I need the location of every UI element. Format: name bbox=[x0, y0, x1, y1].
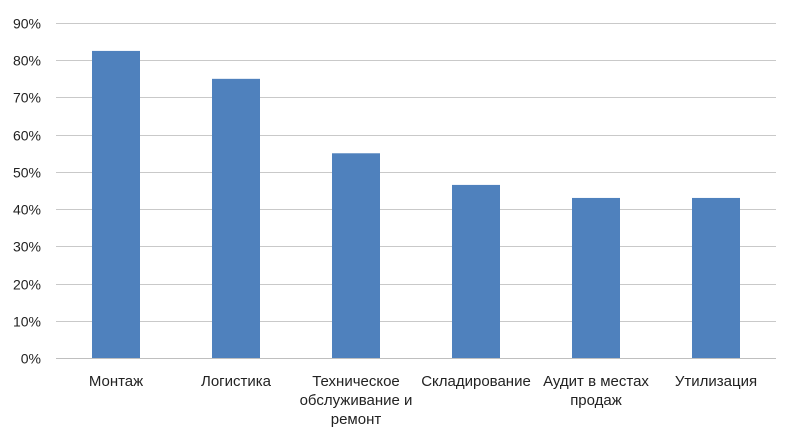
x-category-label-line: Утилизация bbox=[675, 373, 757, 390]
x-category-label: Логистика bbox=[201, 373, 272, 390]
x-category-label-line: ремонт bbox=[331, 411, 382, 428]
bar bbox=[92, 50, 140, 359]
x-category-label-line: обслуживание и bbox=[300, 392, 413, 409]
x-category-label-line: Монтаж bbox=[89, 373, 143, 390]
gridlines bbox=[56, 23, 776, 359]
y-tick-label: 80% bbox=[13, 53, 41, 69]
bar bbox=[692, 197, 740, 358]
bar bbox=[212, 78, 260, 358]
y-tick-label: 10% bbox=[13, 314, 41, 330]
y-tick-label: 20% bbox=[13, 277, 41, 293]
x-axis-labels: Монтаж Логистика Техническое обслуживание и… bbox=[89, 373, 757, 428]
x-category-label: Аудит в местах продаж bbox=[543, 373, 649, 409]
y-tick-label: 40% bbox=[13, 202, 41, 218]
x-category-label: Утилизация bbox=[675, 373, 757, 390]
x-category-label: Техническое обслуживание и ремонт bbox=[300, 373, 413, 428]
bar bbox=[452, 184, 500, 358]
bars bbox=[92, 50, 740, 359]
x-category-label-line: Складирование bbox=[421, 373, 531, 390]
x-category-label: Складирование bbox=[421, 373, 531, 390]
y-tick-label: 50% bbox=[13, 165, 41, 181]
y-tick-label: 70% bbox=[13, 90, 41, 106]
x-category-label: Монтаж bbox=[89, 373, 143, 390]
y-tick-label: 60% bbox=[13, 128, 41, 144]
y-tick-label: 90% bbox=[13, 16, 41, 32]
bar bbox=[332, 153, 380, 358]
y-tick-label: 0% bbox=[21, 351, 41, 367]
y-axis-ticks: 0% 10% 20% 30% 40% 50% 60% 70% 80% 90% bbox=[13, 16, 41, 367]
y-tick-label: 30% bbox=[13, 239, 41, 255]
x-category-label-line: Логистика bbox=[201, 373, 272, 390]
x-category-label-line: Техническое bbox=[312, 373, 400, 390]
bar bbox=[572, 197, 620, 358]
x-category-label-line: продаж bbox=[570, 392, 622, 409]
x-category-label-line: Аудит в местах bbox=[543, 373, 649, 390]
